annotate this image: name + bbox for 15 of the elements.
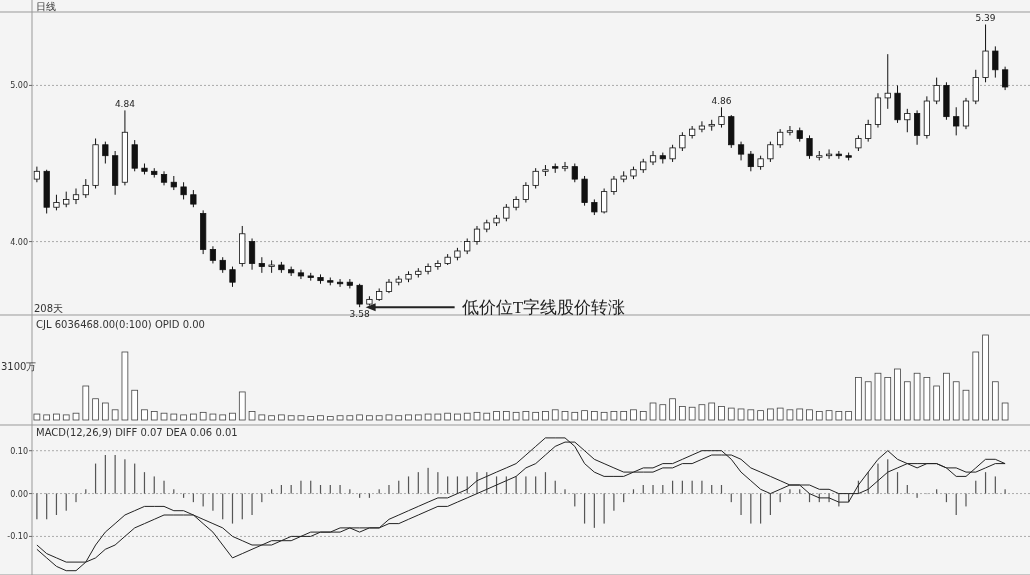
annotation: 208天	[34, 303, 64, 314]
annotation: 5.39	[975, 13, 996, 24]
chart-title: 日线	[36, 1, 56, 12]
y-tick-label: -0.10	[7, 532, 28, 542]
annotation: 3.58	[349, 309, 370, 320]
annotation: 低价位T字线股价转涨	[461, 298, 626, 318]
annotation: 4.84	[114, 99, 136, 110]
annotation: 4.86	[711, 96, 732, 107]
annotation: 3100万	[1, 360, 37, 372]
text: CJL 6036468.00(0:100) OPID 0.00	[36, 319, 205, 330]
y-tick-label: 4.00	[10, 237, 28, 247]
y-tick-label: 5.00	[10, 81, 28, 91]
y-tick-label: 0.10	[10, 446, 28, 456]
y-tick-label: 0.00	[10, 489, 28, 499]
annotation: MACD(12,26,9) DIFF 0.07 DEA 0.06 0.01	[36, 427, 238, 438]
